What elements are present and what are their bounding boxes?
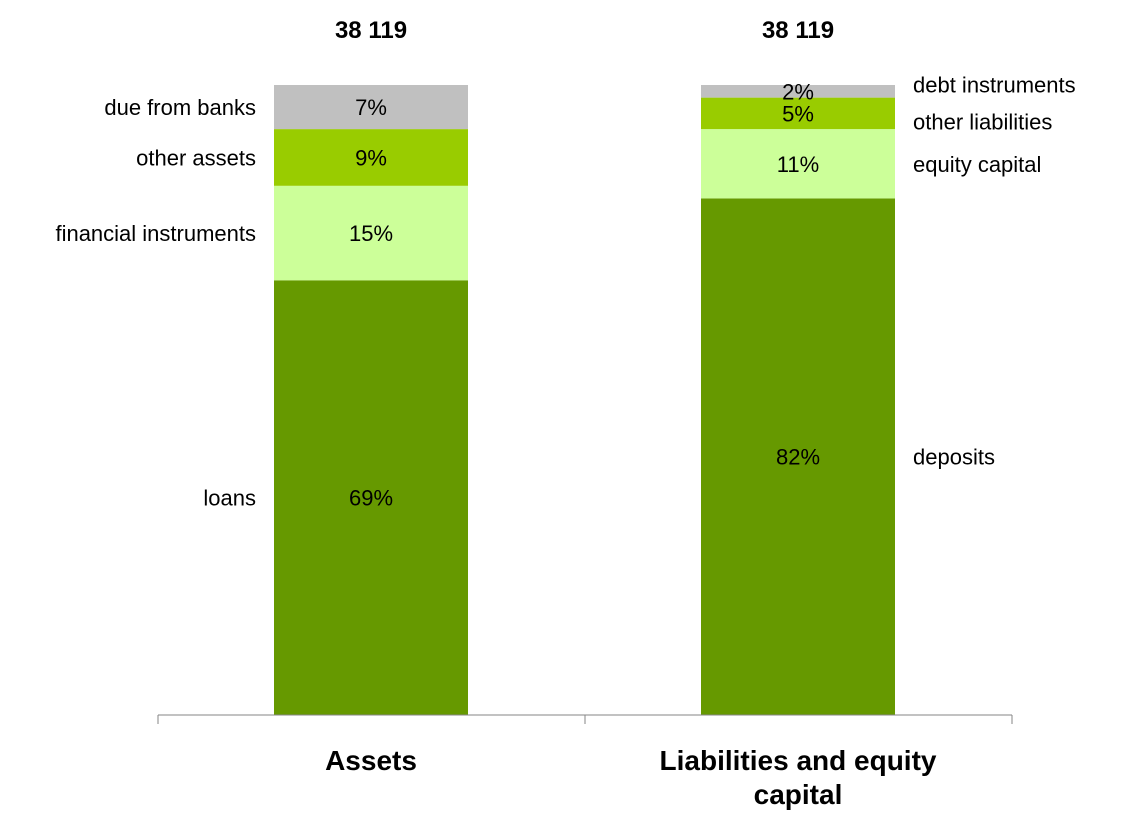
bar-segment-financial-instruments [274, 185, 468, 281]
data-label-financial-instruments: 15% [349, 221, 393, 246]
bar-segment-due-from-banks [274, 85, 468, 130]
segment-name-loans: loans [203, 486, 256, 511]
segment-name-other-liabilities: other liabilities [913, 109, 1052, 134]
data-label-loans: 69% [349, 486, 393, 511]
bar-segment-other-liabilities [701, 97, 895, 130]
segment-name-due-from-banks: due from banks [104, 95, 256, 120]
data-label-due-from-banks: 7% [355, 95, 387, 120]
data-label-other-liabilities: 5% [782, 101, 814, 126]
bar-segment-debt-instruments [701, 85, 895, 98]
total-label-0: 38 119 [335, 17, 407, 44]
category-label-1-line-1: capital [754, 779, 843, 810]
category-label-0-line-0: Assets [325, 745, 417, 776]
bar-segment-deposits [701, 198, 895, 715]
segment-name-equity-capital: equity capital [913, 152, 1041, 177]
bar-segment-loans [274, 280, 468, 715]
data-label-equity-capital: 11% [777, 152, 819, 177]
total-label-1: 38 119 [762, 17, 834, 44]
bar-segment-other-assets [274, 129, 468, 186]
segment-name-financial-instruments: financial instruments [55, 221, 256, 246]
category-label-1-line-0: Liabilities and equity [660, 745, 937, 776]
segment-name-deposits: deposits [913, 445, 995, 470]
segment-name-other-assets: other assets [136, 145, 256, 170]
data-label-debt-instruments: 2% [782, 79, 814, 104]
segment-name-debt-instruments: debt instruments [913, 72, 1076, 97]
data-label-deposits: 82% [776, 445, 820, 470]
bar-segment-equity-capital [701, 129, 895, 199]
data-label-other-assets: 9% [355, 145, 387, 170]
